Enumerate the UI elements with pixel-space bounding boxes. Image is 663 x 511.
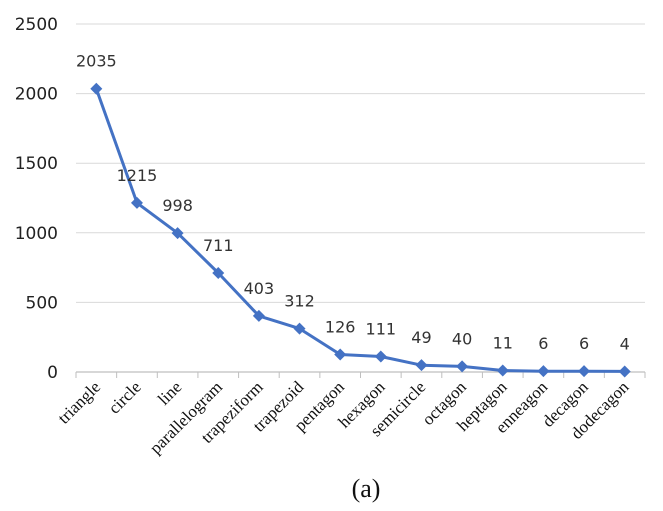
- data-point-marker: [130, 196, 143, 209]
- chart-caption: (a): [352, 474, 381, 503]
- y-tick-label: 2500: [15, 15, 58, 35]
- data-point-marker: [212, 267, 225, 280]
- data-label: 49: [411, 328, 431, 347]
- data-label: 4: [620, 334, 630, 353]
- data-label: 312: [284, 292, 315, 311]
- data-point-marker: [537, 365, 550, 378]
- y-tick-label: 500: [26, 293, 58, 313]
- data-label: 403: [244, 279, 275, 298]
- data-label: 2035: [76, 52, 117, 71]
- data-point-marker: [90, 82, 103, 95]
- data-point-marker: [496, 364, 509, 377]
- data-label: 11: [493, 333, 513, 352]
- data-label: 711: [203, 236, 234, 255]
- x-tick-label: triangle: [54, 377, 104, 427]
- x-axis: triangle circle lineparallelogramtrapezifo…: [54, 371, 646, 458]
- data-label: 40: [452, 329, 472, 348]
- data-label: 126: [325, 317, 356, 336]
- data-label: 6: [538, 334, 548, 353]
- data-point-marker: [415, 359, 428, 372]
- y-tick-label: 2000: [15, 85, 58, 105]
- data-point-marker: [334, 348, 347, 361]
- series-path: [94, 88, 625, 373]
- series-line: [90, 82, 631, 378]
- gridlines: [76, 23, 645, 303]
- data-label: 111: [366, 320, 397, 339]
- data-point-marker: [456, 360, 469, 373]
- y-axis: 0 500 1000 1500 2000 2500: [15, 15, 58, 383]
- y-tick-label: 0: [47, 363, 58, 383]
- data-point-marker: [252, 309, 265, 322]
- data-label: 1215: [117, 166, 158, 185]
- y-tick-label: 1500: [15, 154, 58, 174]
- data-label: 6: [579, 334, 589, 353]
- data-point-marker: [293, 322, 306, 335]
- x-tick-label: line: [154, 377, 185, 408]
- data-point-marker: [374, 350, 387, 363]
- data-point-marker: [578, 365, 591, 378]
- data-point-marker: [171, 227, 184, 240]
- data-label: 998: [162, 196, 193, 215]
- y-tick-label: 1000: [15, 224, 58, 244]
- x-tick-label: circle: [105, 377, 145, 417]
- data-point-marker: [618, 365, 631, 378]
